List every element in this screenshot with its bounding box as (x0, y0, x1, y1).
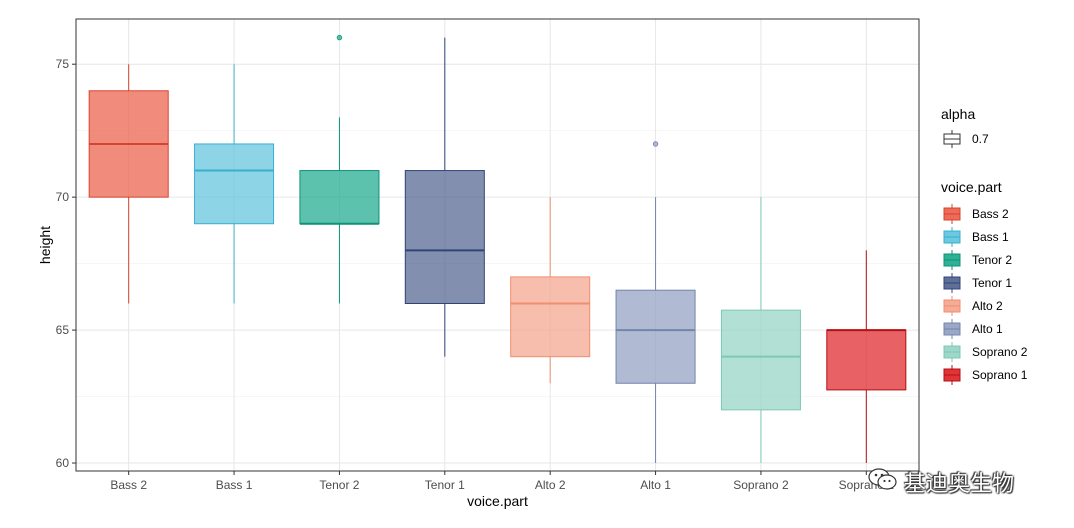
legend: alpha 0.7 voice.part Bass 2 Bass 1 Tenor 2… (941, 106, 1028, 385)
panel-border (75, 18, 920, 472)
box-rect (404, 170, 485, 304)
x-tick-label: Alto 2 (535, 478, 566, 492)
y-tick-label: 70 (56, 190, 70, 204)
y-axis-title: height (37, 226, 53, 264)
outlier-point (652, 141, 659, 147)
legend-item-alto-2: Alto 2 (943, 296, 1003, 316)
watermark-text: 基迪奥生物 (904, 472, 1015, 497)
legend-item-label: Soprano 2 (972, 345, 1028, 359)
x-tick-label: Tenor 1 (425, 478, 465, 492)
y-tick-label: 75 (56, 57, 70, 71)
legend-alpha-key (943, 130, 961, 148)
y-tick-label: 60 (56, 456, 70, 470)
legend-item-label: Soprano 1 (972, 368, 1028, 382)
legend-item-label: Tenor 1 (972, 276, 1012, 290)
x-tick-label: Alto 1 (640, 478, 671, 492)
legend-item-label: Tenor 2 (972, 253, 1012, 267)
x-tick-label: Soprano 2 (733, 478, 789, 492)
box-bass-1 (194, 64, 275, 304)
y-axis: 60 65 70 75 (56, 57, 76, 470)
y-tick-label: 65 (56, 323, 70, 337)
x-axis: Bass 2 Bass 1 Tenor 2 Tenor 1 Alto 2 Alto 1 So… (110, 471, 894, 492)
legend-item-label: Bass 2 (972, 207, 1009, 221)
legend-item-tenor-1: Tenor 1 (943, 273, 1012, 293)
legend-voice-title: voice.part (941, 179, 1002, 195)
x-tick-label: Tenor 2 (319, 478, 359, 492)
watermark: 基迪奥生物 (868, 464, 1014, 500)
box-rect (299, 170, 380, 225)
box-bass-2 (88, 64, 169, 304)
box-rect (194, 143, 275, 225)
legend-item-label: Alto 1 (972, 322, 1003, 336)
x-tick-label: Bass 2 (110, 478, 147, 492)
outlier-point (336, 34, 343, 41)
legend-item-tenor-2: Tenor 2 (943, 250, 1012, 270)
x-axis-title: voice.part (467, 493, 528, 509)
box-rect (720, 309, 801, 411)
legend-alpha-title: alpha (941, 106, 975, 122)
box-tenor-2 (299, 34, 380, 304)
box-alto-1 (615, 141, 696, 464)
box-rect (615, 289, 696, 384)
legend-voice-items: Bass 2 Bass 1 Tenor 2 Tenor 1 Alto 2 Alto 1 So… (943, 204, 1028, 385)
legend-item-bass-2: Bass 2 (943, 204, 1009, 224)
legend-alpha-label: 0.7 (972, 132, 989, 146)
box-rect (510, 276, 591, 358)
box-alto-2 (510, 197, 591, 384)
x-tick-label: Bass 1 (216, 478, 253, 492)
wechat-icon (868, 467, 898, 498)
box-soprano-2 (720, 197, 801, 464)
legend-item-soprano-2: Soprano 2 (943, 342, 1028, 362)
box-rect (826, 329, 907, 391)
legend-item-label: Alto 2 (972, 299, 1003, 313)
box-soprano-1 (826, 250, 907, 464)
boxes (88, 34, 907, 464)
legend-item-label: Bass 1 (972, 230, 1009, 244)
legend-item-bass-1: Bass 1 (943, 227, 1009, 247)
legend-item-alto-1: Alto 1 (943, 319, 1003, 339)
box-tenor-1 (404, 37, 485, 357)
legend-item-soprano-1: Soprano 1 (943, 365, 1028, 385)
